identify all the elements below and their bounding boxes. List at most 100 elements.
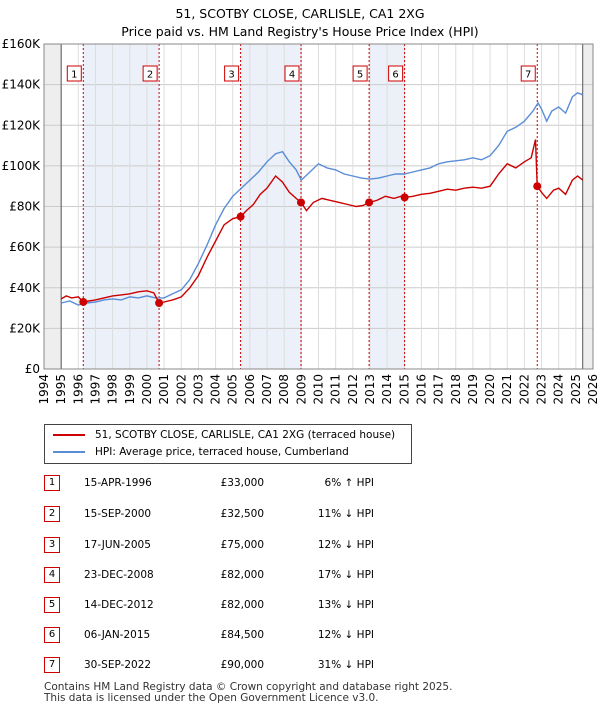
- sale-label-box: [520, 65, 536, 82]
- legend-label-property: 51, SCOTBY CLOSE, CARLISLE, CA1 2XG (ter…: [95, 429, 396, 441]
- x-tick-label: 1998: [106, 374, 120, 405]
- sale-date: 30-SEP-2022: [84, 659, 152, 671]
- x-tick-label: 2022: [517, 374, 531, 405]
- x-tick-label: 2003: [191, 374, 205, 405]
- sale-date: 14-DEC-2012: [84, 599, 154, 611]
- sale-number-badge: 2: [44, 506, 60, 522]
- sale-point: [533, 182, 542, 191]
- sale-hpi-diff: 11% ↓ HPI: [317, 508, 374, 520]
- y-tick-label: £20K: [9, 321, 41, 335]
- sale-hpi-diff: 12% ↓ HPI: [317, 539, 374, 551]
- x-tick-label: 2009: [294, 374, 308, 405]
- footer-notice: Contains HM Land Registry data © Crown c…: [44, 682, 452, 704]
- x-tick-label: 2001: [157, 374, 171, 405]
- table-row: 4 23-DEC-2008 £82,000 17% ↓ HPI: [44, 566, 444, 584]
- sale-number-badge: 3: [44, 537, 60, 553]
- hpi-series-line: [61, 92, 583, 306]
- sale-number-badge: 5: [44, 597, 60, 613]
- sale-price: £32,500: [220, 508, 264, 520]
- sale-hpi-diff: 6% ↑ HPI: [324, 477, 374, 489]
- sale-point: [365, 198, 374, 207]
- sale-number-badge: 1: [44, 475, 60, 491]
- x-tick-label: 2006: [243, 374, 257, 405]
- x-tick-label: 2004: [209, 374, 223, 405]
- x-tick-label: 2016: [414, 374, 428, 405]
- sale-label-number: 1: [71, 70, 77, 81]
- sale-price: £82,000: [220, 569, 264, 581]
- x-tick-label: 2014: [380, 374, 394, 405]
- x-tick-label: 2007: [260, 374, 274, 405]
- sale-label-number: 6: [392, 70, 398, 81]
- sale-label-number: 5: [357, 70, 363, 81]
- sale-hpi-diff: 12% ↓ HPI: [317, 629, 374, 641]
- y-tick-label: £160K: [2, 37, 42, 51]
- sale-price: £82,000: [220, 599, 264, 611]
- table-row: 2 15-SEP-2000 £32,500 11% ↓ HPI: [44, 505, 444, 523]
- x-tick-label: 2023: [535, 374, 549, 405]
- legend-item-hpi: HPI: Average price, terraced house, Cumb…: [53, 444, 349, 460]
- sale-label-box: [388, 65, 404, 82]
- price-chart: £0 £20K £40K £60K £80K £100K £120K £140K £160K 19…: [2, 37, 600, 405]
- legend-label-hpi: HPI: Average price, terraced house, Cumb…: [95, 446, 349, 458]
- x-tick-label: 2020: [483, 374, 497, 405]
- x-tick-label: 2015: [397, 374, 411, 405]
- plot-frame: [43, 43, 594, 370]
- sale-date: 15-SEP-2000: [84, 508, 152, 520]
- sale-point: [297, 198, 306, 207]
- x-tick-label: 1996: [71, 374, 85, 405]
- sale-hpi-diff: 13% ↓ HPI: [317, 599, 374, 611]
- chart-legend: 51, SCOTBY CLOSE, CARLISLE, CA1 2XG (ter…: [44, 424, 412, 464]
- sale-price: £84,500: [220, 629, 264, 641]
- y-tick-label: £120K: [2, 118, 42, 132]
- table-row: 5 14-DEC-2012 £82,000 13% ↓ HPI: [44, 596, 444, 614]
- x-tick-label: 2008: [277, 374, 291, 405]
- y-tick-label: £100K: [2, 159, 42, 173]
- property-series-line: [60, 139, 584, 304]
- table-row: 7 30-SEP-2022 £90,000 31% ↓ HPI: [44, 656, 444, 674]
- sale-number-badge: 6: [44, 627, 60, 643]
- sale-label-box: [66, 65, 82, 82]
- y-tick-label: £40K: [9, 281, 41, 295]
- legend-item-property: 51, SCOTBY CLOSE, CARLISLE, CA1 2XG (ter…: [53, 427, 395, 443]
- sale-price: £33,000: [220, 477, 264, 489]
- x-tick-label: 1999: [123, 374, 137, 405]
- sale-hpi-diff: 31% ↓ HPI: [317, 659, 374, 671]
- sale-price: £90,000: [220, 659, 264, 671]
- sale-point: [79, 297, 88, 306]
- x-tick-label: 2013: [363, 374, 377, 405]
- x-tick-label: 2012: [346, 374, 360, 405]
- sale-label-number: 4: [289, 70, 295, 81]
- table-row: 6 06-JAN-2015 £84,500 12% ↓ HPI: [44, 626, 444, 644]
- sale-hpi-diff: 17% ↓ HPI: [317, 569, 374, 581]
- x-tick-label: 2026: [586, 374, 600, 405]
- x-tick-label: 2024: [552, 374, 566, 405]
- x-tick-label: 2000: [140, 374, 154, 405]
- x-tick-label: 2018: [449, 374, 463, 405]
- x-tick-label: 2019: [466, 374, 480, 405]
- y-tick-label: £80K: [9, 200, 41, 214]
- table-row: 3 17-JUN-2005 £75,000 12% ↓ HPI: [44, 536, 444, 554]
- sale-label-number: 2: [147, 70, 153, 81]
- chart-subtitle: Price paid vs. HM Land Registry's House …: [121, 24, 479, 39]
- sale-label-box: [284, 65, 300, 82]
- x-tick-label: 2010: [312, 374, 326, 405]
- y-tick-label: £0: [25, 362, 40, 376]
- sale-label-box: [142, 65, 158, 82]
- sale-number-badge: 4: [44, 567, 60, 583]
- x-tick-label: 1995: [54, 374, 68, 405]
- x-tick-label: 2017: [432, 374, 446, 405]
- chart-title: 51, SCOTBY CLOSE, CARLISLE, CA1 2XG: [175, 6, 425, 21]
- sale-date: 17-JUN-2005: [84, 539, 151, 551]
- sale-date: 06-JAN-2015: [84, 629, 151, 641]
- sale-label-number: 7: [525, 70, 531, 81]
- sale-point: [400, 193, 409, 202]
- sale-point: [236, 212, 245, 221]
- x-tick-label: 2002: [174, 374, 188, 405]
- legend-swatch-hpi: [53, 451, 85, 453]
- x-tick-label: 2011: [329, 374, 343, 405]
- legend-swatch-property: [53, 434, 85, 436]
- sale-label-number: 3: [228, 70, 234, 81]
- sale-date: 23-DEC-2008: [84, 569, 154, 581]
- x-tick-label: 2021: [500, 374, 514, 405]
- x-tick-label: 1994: [37, 374, 51, 405]
